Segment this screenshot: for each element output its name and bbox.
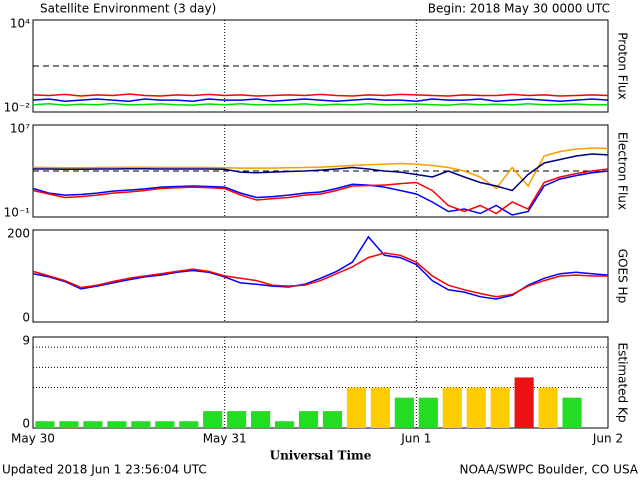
updated: Updated 2018 Jun 1 23:56:04 UTC — [2, 463, 207, 477]
kp-bar — [418, 397, 438, 428]
kp-bar — [562, 397, 582, 428]
kp-bar — [514, 377, 534, 428]
kp-bar — [131, 421, 151, 428]
kp-bar — [466, 387, 486, 428]
kp-bar — [394, 397, 414, 428]
panel-frame — [32, 19, 609, 113]
y-axis-label: GOES Hp — [616, 249, 630, 303]
y-tick-label: 10⁴ — [10, 17, 30, 31]
kp-bar — [155, 421, 175, 428]
kp-bar — [227, 411, 247, 428]
x-tick-label: May 30 — [11, 432, 55, 446]
y-tick-label: 200 — [7, 227, 30, 241]
kp-bar — [251, 411, 271, 428]
series-line — [32, 170, 609, 216]
y-tick-label: 10⁻² — [4, 101, 31, 115]
series-line — [32, 93, 609, 97]
kp-bar — [490, 387, 510, 428]
kp-bar — [203, 411, 223, 428]
y-tick-label: 9 — [22, 334, 30, 348]
series-line — [32, 252, 608, 298]
credit: NOAA/SWPC Boulder, CO USA — [460, 463, 639, 477]
series-line — [32, 98, 609, 103]
kp-bar — [322, 411, 343, 428]
series-line — [32, 235, 609, 300]
begin: Begin: 2018 May 30 0000 UTC — [428, 2, 610, 16]
title: Satellite Environment (3 day) — [40, 2, 216, 16]
kp-bar — [179, 421, 199, 428]
y-axis-label: Estimated Kp — [616, 343, 630, 423]
series-line — [33, 147, 609, 190]
kp-bar — [274, 421, 295, 428]
kp-bar — [35, 421, 55, 428]
x-tick-label: Jun 1 — [400, 432, 431, 446]
panel-frame — [32, 124, 609, 218]
y-tick-label: 0 — [22, 311, 30, 325]
x-tick-label: Jun 2 — [592, 432, 623, 446]
y-axis-label: Proton Flux — [616, 32, 630, 99]
x-tick-label: May 31 — [203, 432, 247, 446]
kp-bar — [83, 421, 103, 428]
y-tick-label: 0 — [22, 417, 30, 431]
y-tick-label: 10⁻¹ — [4, 206, 31, 220]
kp-bar — [346, 387, 367, 428]
y-axis-label: Electron Flux — [616, 132, 630, 210]
kp-bar — [442, 387, 462, 428]
kp-bar — [107, 421, 127, 428]
panel-frame — [32, 336, 609, 429]
kp-bar — [298, 411, 319, 428]
kp-bar — [538, 387, 558, 428]
series-line — [32, 102, 609, 106]
panel-frame — [32, 229, 609, 323]
kp-bar — [59, 421, 79, 428]
kp-bar — [370, 387, 390, 428]
series-line — [33, 153, 609, 192]
x-axis-label: Universal Time — [270, 449, 372, 463]
y-tick-label: 10⁷ — [10, 122, 30, 136]
series-line — [32, 168, 609, 215]
